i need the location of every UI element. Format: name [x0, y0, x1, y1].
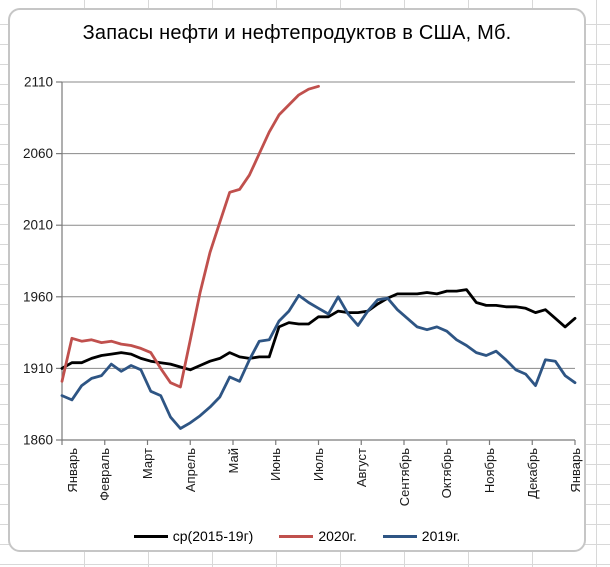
x-axis-month-label: Сентябрь	[396, 448, 412, 507]
series-line-ср(2015-19г)[interactable]	[60, 288, 577, 372]
x-axis-month-label: Октябрь	[439, 448, 455, 499]
x-axis-month-label: Февраль	[97, 448, 113, 501]
x-axis-month-label: Август	[353, 448, 369, 488]
legend-item-2019г.[interactable]: 2019г.	[382, 528, 461, 544]
y-axis-tick-label: 1860	[23, 433, 53, 448]
y-axis-tick-label: 2110	[24, 75, 53, 90]
legend-item-2020г.[interactable]: 2020г.	[279, 528, 357, 544]
x-axis-month-label: Январь	[64, 448, 80, 493]
y-axis-tick-label: 1910	[23, 361, 53, 376]
x-axis-month-label: Апрель	[182, 448, 198, 493]
series-line-2020г.[interactable]	[60, 84, 320, 389]
x-axis-month-label: Январь	[567, 448, 583, 493]
x-axis-month-label: Декабрь	[524, 448, 540, 499]
legend-item-ср(2015-19г)[interactable]: ср(2015-19г)	[133, 528, 254, 544]
x-axis-month-label: Ноябрь	[482, 448, 497, 494]
legend-label: 2019г.	[421, 528, 461, 544]
y-axis-tick-label: 1960	[23, 289, 53, 304]
legend-line-swatch	[279, 534, 314, 538]
legend-label: ср(2015-19г)	[172, 528, 254, 544]
legend-line-swatch	[133, 534, 168, 538]
x-axis-month-label: Март	[140, 448, 155, 480]
chart-title: Запасы нефти и нефтепродуктов в США, Мб.	[82, 22, 512, 44]
x-axis-month-label: Май	[225, 448, 241, 474]
legend-line-swatch	[382, 534, 417, 538]
chart-legend: ср(2015-19г) 2020г. 2019г.	[8, 528, 586, 544]
y-axis-tick-label: 2060	[23, 146, 53, 161]
x-axis-month-label: Июль	[311, 448, 326, 482]
y-axis-tick-label: 2010	[23, 218, 53, 233]
legend-label: 2020г.	[318, 528, 357, 544]
x-axis-month-label: Июнь	[268, 448, 284, 482]
series-line-2019г.[interactable]	[60, 293, 577, 430]
